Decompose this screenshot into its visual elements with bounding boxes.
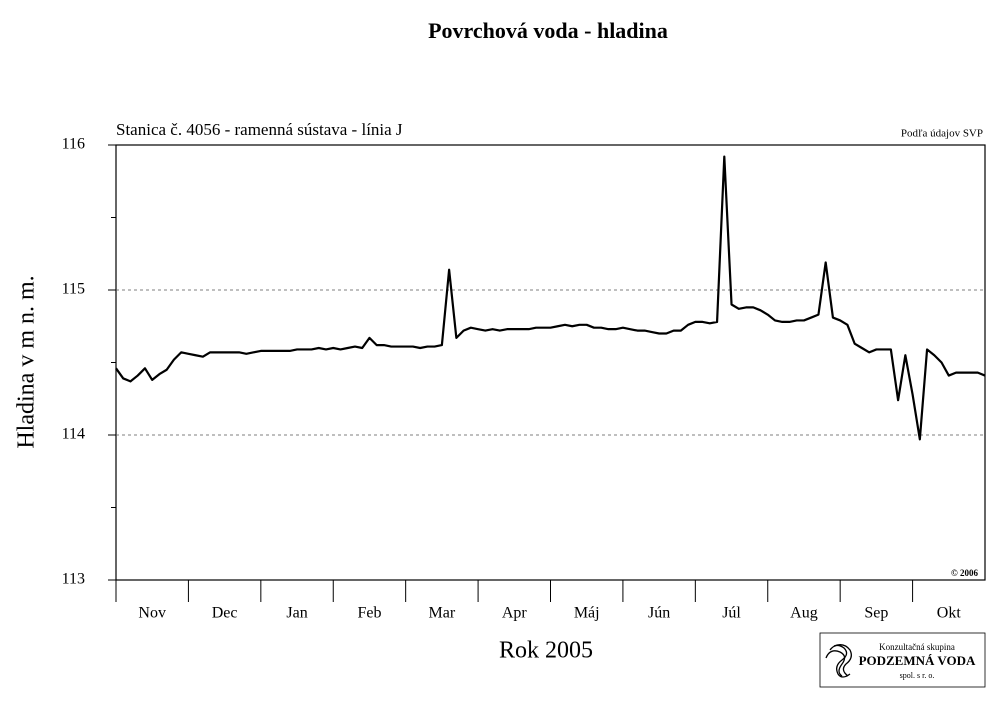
- y-axis-label: Hladina v m n. m.: [14, 275, 40, 448]
- logo-line: Konzultačná skupina: [879, 642, 955, 652]
- x-tick-label: Jan: [286, 605, 307, 622]
- y-tick-label: 114: [62, 426, 85, 443]
- chart-title: Povrchová voda - hladina: [428, 18, 668, 43]
- logo-line: spol. s r. o.: [900, 671, 935, 680]
- x-tick-label: Dec: [212, 605, 238, 622]
- plot-frame: [115, 144, 986, 581]
- copyright: © 2006: [951, 568, 978, 578]
- source: Podľa údajov SVP: [901, 128, 983, 140]
- x-tick-label: Máj: [574, 605, 600, 622]
- x-axis-label: Rok 2005: [499, 638, 593, 664]
- subtitle: Stanica č. 4056 - ramenná sústava - líni…: [116, 120, 403, 139]
- logo: Konzultačná skupina PODZEMNÁ VODA spol. …: [819, 632, 986, 688]
- x-tick-label: Jún: [648, 605, 670, 622]
- logo-icon: [825, 644, 852, 678]
- y-tick-label: 116: [62, 136, 85, 153]
- x-tick-label: Okt: [937, 605, 962, 622]
- logo-line: PODZEMNÁ VODA: [859, 653, 976, 668]
- x-tick-label: Mar: [429, 605, 456, 622]
- x-tick-label: Apr: [502, 605, 528, 622]
- data-line: [115, 155, 986, 441]
- y-tick-label: 113: [62, 571, 85, 588]
- x-tick-label: Nov: [138, 605, 166, 622]
- y-tick-label: 115: [62, 281, 85, 298]
- logo-box: [819, 632, 986, 688]
- x-tick-label: Aug: [790, 605, 818, 622]
- x-tick-label: Sep: [864, 605, 888, 622]
- x-tick-label: Feb: [357, 605, 381, 622]
- x-tick-label: Júl: [722, 605, 741, 622]
